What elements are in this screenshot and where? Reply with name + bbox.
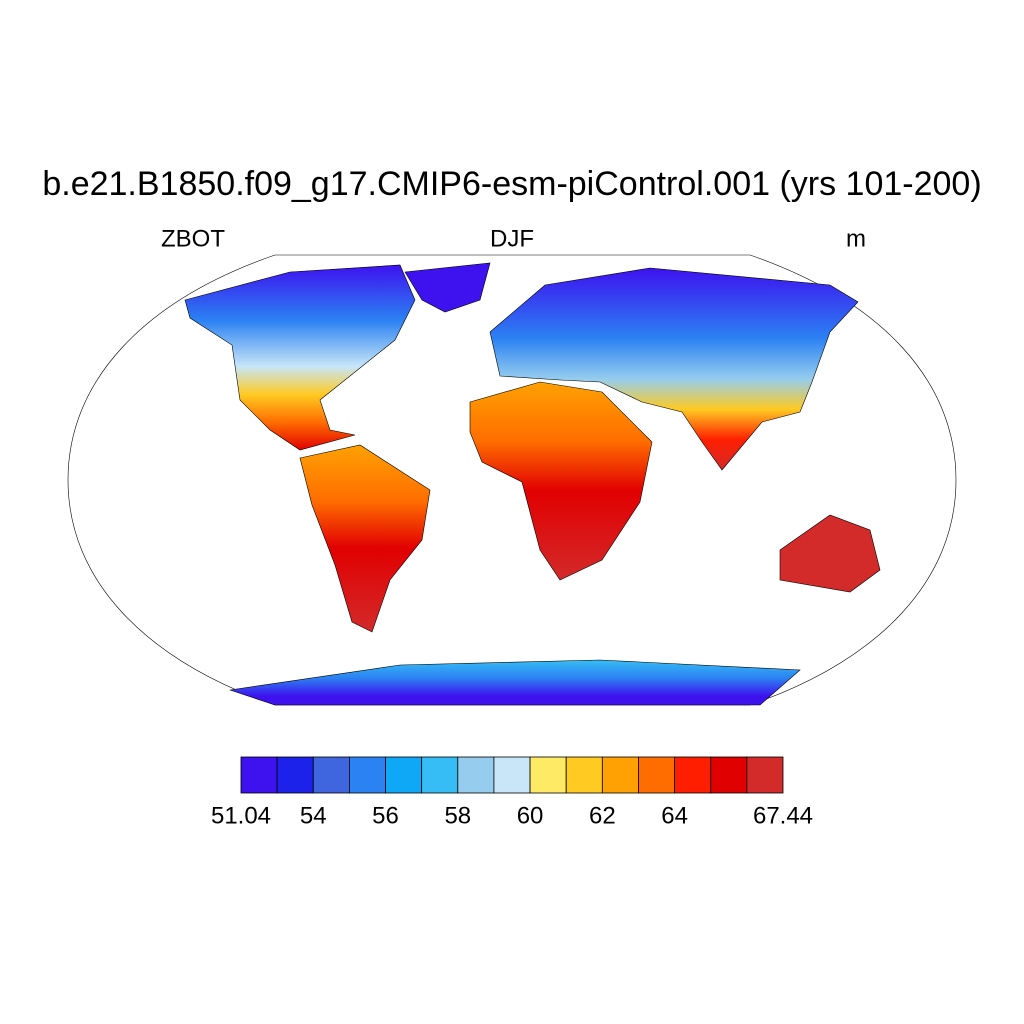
colorbar-box (674, 756, 712, 794)
colorbar-label: 67.44 (753, 802, 813, 829)
units-label: m (846, 225, 866, 252)
colorbar-box (493, 756, 531, 794)
colorbar-box (276, 756, 314, 794)
africa (469, 381, 653, 581)
colorbar-label: 60 (517, 802, 544, 829)
variable-label: ZBOT (161, 225, 225, 252)
colorbar-box (601, 756, 639, 794)
colorbar-box (565, 756, 603, 794)
colorbar-label: 64 (661, 802, 688, 829)
colorbar-box (312, 756, 350, 794)
colorbar-label: 51.04 (211, 802, 271, 829)
map (67, 254, 957, 706)
australia (779, 514, 881, 593)
south-america (299, 444, 431, 633)
colorbar-box (421, 756, 459, 794)
colorbar-box (710, 756, 748, 794)
eurasia (489, 267, 859, 471)
colorbar-box (529, 756, 567, 794)
colorbar-box (457, 756, 495, 794)
colorbar-label: 56 (372, 802, 399, 829)
colorbar: 51.04 54 56 58 60 62 64 67.44 (211, 756, 813, 829)
colorbar-label: 62 (589, 802, 616, 829)
title: b.e21.B1850.f09_g17.CMIP6-esm-piControl.… (42, 165, 981, 203)
antarctica (229, 659, 801, 706)
colorbar-box (746, 756, 784, 794)
season-label: DJF (490, 225, 534, 252)
north-america (184, 264, 416, 451)
colorbar-label: 54 (300, 802, 327, 829)
colorbar-box (385, 756, 423, 794)
colorbar-label: 58 (444, 802, 471, 829)
greenland (404, 262, 491, 313)
colorbar-box (638, 756, 676, 794)
colorbar-box (240, 756, 278, 794)
colorbar-box (348, 756, 386, 794)
